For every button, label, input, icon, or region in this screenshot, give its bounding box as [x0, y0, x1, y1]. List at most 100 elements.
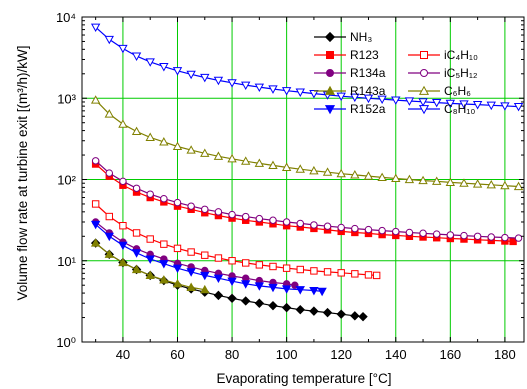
data-point: [105, 212, 113, 221]
data-point: [323, 222, 332, 230]
data-point: [242, 212, 250, 221]
x-tick-label: 140: [385, 347, 407, 362]
series-line: [95, 221, 295, 286]
data-point: [268, 160, 278, 170]
data-point: [254, 83, 265, 93]
legend-marker: [418, 85, 430, 95]
data-point: [104, 232, 114, 242]
data-point: [432, 230, 441, 238]
data-point: [363, 94, 374, 104]
data-point: [268, 283, 278, 293]
data-point: [310, 221, 318, 229]
series-line: [95, 160, 519, 239]
data-point: [241, 156, 251, 165]
data-point: [119, 222, 127, 230]
data-point: [460, 231, 468, 240]
legend: NH₃ R123 R134a R143a R152a iC₄H₁₀ iC₅H₁₂ C₆H₆ C₈…: [314, 30, 478, 116]
legend-label: iC₄H₁₀: [444, 48, 478, 62]
data-point: [513, 181, 524, 191]
data-point: [145, 255, 155, 264]
legend-entry: C₈H₁₀: [408, 102, 475, 116]
legend-entry: NH₃: [314, 30, 372, 44]
data-point: [90, 23, 101, 33]
data-point: [173, 244, 182, 253]
legend-entry: C₆H₆: [408, 84, 471, 98]
data-point: [145, 270, 155, 279]
data-point: [337, 269, 345, 277]
legend-marker: [420, 51, 428, 59]
y-tick-label: 10²: [57, 173, 76, 188]
data-point: [146, 190, 154, 198]
data-point: [281, 302, 292, 313]
legend-label: C₈H₁₀: [444, 102, 475, 116]
data-point: [392, 227, 400, 236]
data-point: [90, 95, 101, 104]
legend-label: iC₅H₁₂: [444, 66, 478, 80]
data-point: [337, 223, 345, 232]
data-point: [159, 137, 169, 146]
data-point: [119, 177, 127, 186]
legend-marker: [324, 31, 336, 43]
data-point: [214, 254, 223, 262]
data-point: [281, 162, 292, 171]
data-point: [445, 177, 456, 187]
data-point: [322, 307, 333, 318]
data-point: [364, 271, 373, 279]
data-point: [201, 205, 209, 213]
legend-entry: R143a: [314, 84, 386, 98]
series-8: [90, 23, 524, 112]
data-point: [295, 164, 305, 173]
data-point: [255, 261, 264, 269]
data-point: [172, 264, 183, 274]
data-point: [90, 220, 101, 230]
legend-label: R134a: [350, 66, 386, 80]
data-point: [145, 58, 155, 67]
data-point: [514, 234, 523, 242]
data-point: [322, 167, 333, 176]
y-axis-label: Volume flow rate at turbine exit [(m³/h)…: [15, 45, 30, 300]
axis-ticks: 40 60 80 100 120 140 160 180 10⁰ 10¹ 10² 10³ 10⁴: [56, 10, 524, 362]
y-tick-label: 10⁴: [56, 10, 76, 25]
data-point: [445, 99, 456, 109]
data-point: [241, 81, 251, 91]
data-point: [309, 165, 319, 175]
data-point: [472, 101, 483, 110]
legend-marker: [420, 69, 428, 77]
data-point: [172, 278, 183, 288]
x-axis-label: Evaporating temperature [°C]: [217, 371, 392, 386]
data-point: [295, 304, 305, 315]
data-point: [487, 233, 495, 241]
data-point: [309, 286, 319, 296]
data-point: [186, 70, 196, 80]
data-point: [336, 92, 346, 102]
data-point: [336, 309, 346, 319]
data-point: [172, 141, 183, 151]
data-point: [459, 178, 469, 187]
data-point: [200, 73, 210, 83]
legend-marker: [326, 69, 334, 77]
data-point: [281, 285, 292, 294]
data-point: [132, 184, 141, 192]
data-point: [472, 179, 483, 188]
data-point: [213, 274, 224, 284]
data-point: [132, 229, 141, 237]
data-point: [486, 179, 496, 189]
data-point: [269, 262, 277, 271]
data-point: [309, 306, 319, 316]
data-point: [131, 52, 142, 61]
data-point: [500, 102, 510, 111]
legend-label: R143a: [350, 84, 386, 98]
data-point: [500, 180, 510, 190]
legend-label: C₆H₆: [444, 84, 471, 98]
series-1: [91, 160, 517, 246]
data-point: [268, 85, 278, 94]
legend-entry: R152a: [314, 102, 386, 116]
data-point: [377, 95, 387, 105]
data-point: [255, 214, 264, 223]
data-point: [227, 79, 237, 88]
data-point: [446, 231, 455, 239]
data-point: [214, 208, 223, 216]
x-tick-label: 120: [330, 347, 352, 362]
data-point: [405, 228, 414, 237]
data-point: [145, 132, 155, 141]
